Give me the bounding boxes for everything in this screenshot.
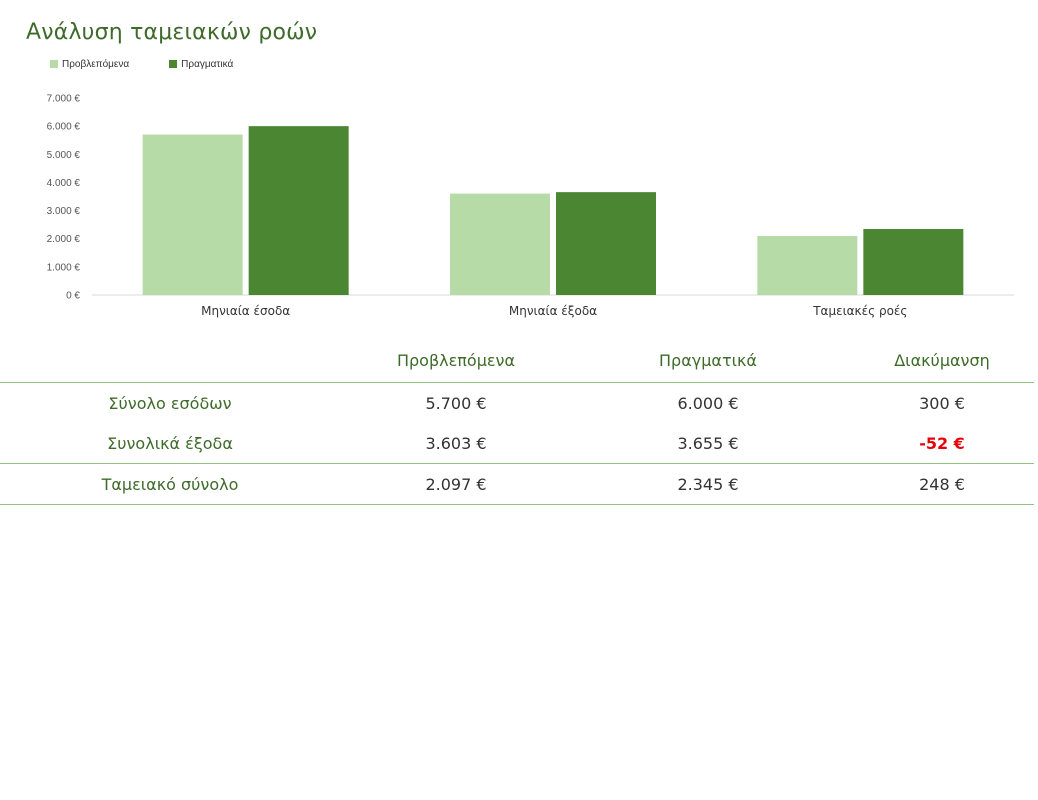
y-tick-label: 1.000 €	[47, 262, 81, 273]
chart-title: Ανάλυση ταμειακών ροών	[26, 20, 318, 45]
row-label-cash-total: Ταμειακό σύνολο	[101, 474, 239, 494]
expenses-actual: 3.655 €	[677, 433, 739, 453]
bar-forecast-1	[450, 193, 550, 295]
x-tick-label: Μηνιαία έσοδα	[201, 304, 290, 318]
y-tick-label: 2.000 €	[47, 234, 81, 245]
header-variance: Διακύμανση	[894, 350, 990, 370]
y-tick-label: 5.000 €	[47, 150, 81, 161]
header-actual: Πραγματικά	[659, 350, 757, 370]
income-actual: 6.000 €	[677, 393, 739, 413]
header-forecast: Προβλεπόμενα	[396, 350, 516, 370]
expenses-variance: -52 €	[919, 433, 965, 453]
chart-legend: Προβλεπόμενα Πραγματικά	[50, 57, 273, 71]
y-tick-label: 3.000 €	[47, 206, 81, 217]
legend-label-forecast: Προβλεπόμενα	[62, 58, 130, 70]
bar-actual-1	[556, 192, 656, 295]
bar-chart: 0 € 1.000 € 2.000 € 3.000 € 4.000 € 5.000 € 6.…	[47, 94, 1014, 318]
x-tick-label: Ταμειακές ροές	[812, 304, 907, 318]
bar-forecast-0	[142, 134, 243, 295]
table-row: Συνολικά έξοδα 3.603 € 3.655 € -52 €	[0, 423, 1034, 463]
cash-total-actual: 2.345 €	[677, 474, 739, 494]
bar-forecast-2	[757, 235, 858, 295]
cash-total-forecast: 2.097 €	[425, 474, 487, 494]
bar-actual-2	[863, 229, 964, 295]
legend-item-actual: Πραγματικά	[169, 59, 233, 70]
cash-total-variance: 248 €	[919, 474, 965, 494]
row-label-income: Σύνολο εσόδων	[108, 393, 232, 413]
legend-swatch-actual	[169, 60, 178, 68]
legend-label-actual: Πραγματικά	[181, 58, 234, 70]
legend-swatch-forecast	[50, 60, 58, 68]
table-row: Σύνολο εσόδων 5.700 € 6.000 € 300 €	[0, 383, 1034, 423]
row-label-expenses: Συνολικά έξοδα	[107, 433, 233, 453]
x-tick-label: Μηνιαία έξοδα	[509, 304, 597, 318]
income-forecast: 5.700 €	[425, 393, 487, 413]
expenses-forecast: 3.603 €	[425, 433, 487, 453]
summary-table: Προβλεπόμενα Πραγματικά Διακύμανση Σύνολ…	[0, 338, 1034, 505]
bar-actual-0	[248, 126, 349, 295]
y-tick-label: 6.000 €	[47, 122, 81, 133]
y-tick-label: 0 €	[66, 291, 80, 302]
y-tick-label: 4.000 €	[47, 178, 81, 189]
income-variance: 300 €	[919, 393, 965, 413]
table-row-total: Ταμειακό σύνολο 2.097 € 2.345 € 248 €	[0, 463, 1034, 505]
legend-item-forecast: Προβλεπόμενα	[50, 59, 129, 70]
y-tick-label: 7.000 €	[47, 94, 81, 105]
summary-header-row: Προβλεπόμενα Πραγματικά Διακύμανση	[0, 338, 1034, 383]
